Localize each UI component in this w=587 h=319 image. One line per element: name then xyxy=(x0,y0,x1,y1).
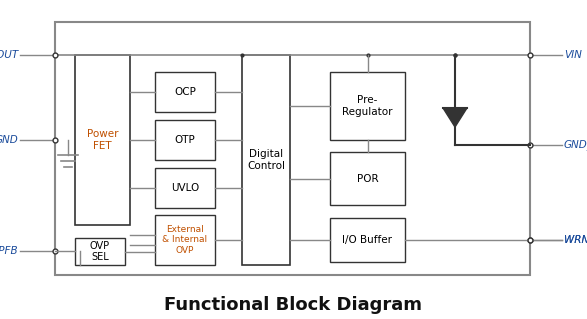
Bar xyxy=(155,215,215,265)
Text: VOUT: VOUT xyxy=(0,50,18,60)
Text: GND_PTVS: GND_PTVS xyxy=(564,139,587,151)
Text: WRNB: WRNB xyxy=(564,235,587,245)
Bar xyxy=(155,168,215,208)
Text: GND: GND xyxy=(0,135,18,145)
Text: External
& Internal
OVP: External & Internal OVP xyxy=(163,225,208,255)
Bar xyxy=(75,55,130,225)
Bar xyxy=(155,120,215,160)
Text: Functional Block Diagram: Functional Block Diagram xyxy=(164,296,423,314)
Text: Digital
Control: Digital Control xyxy=(247,149,285,171)
Bar xyxy=(55,22,530,275)
Text: Pre-
Regulator: Pre- Regulator xyxy=(342,95,393,117)
Text: OTP: OTP xyxy=(174,135,195,145)
Bar xyxy=(330,218,405,262)
Text: POR: POR xyxy=(357,174,378,183)
Bar xyxy=(75,238,125,265)
Text: UVLO: UVLO xyxy=(171,183,199,193)
Bar xyxy=(242,55,290,265)
Polygon shape xyxy=(443,108,467,127)
Text: OVPFB: OVPFB xyxy=(0,246,18,256)
Bar xyxy=(330,152,405,205)
Text: WRNB: WRNB xyxy=(564,235,587,245)
Text: OVP
SEL: OVP SEL xyxy=(90,241,110,262)
Bar xyxy=(330,72,405,140)
Text: I/O Buffer: I/O Buffer xyxy=(342,235,393,245)
Text: VIN: VIN xyxy=(564,50,582,60)
Text: OCP: OCP xyxy=(174,87,196,97)
Text: Power
FET: Power FET xyxy=(87,129,118,151)
Bar xyxy=(155,72,215,112)
